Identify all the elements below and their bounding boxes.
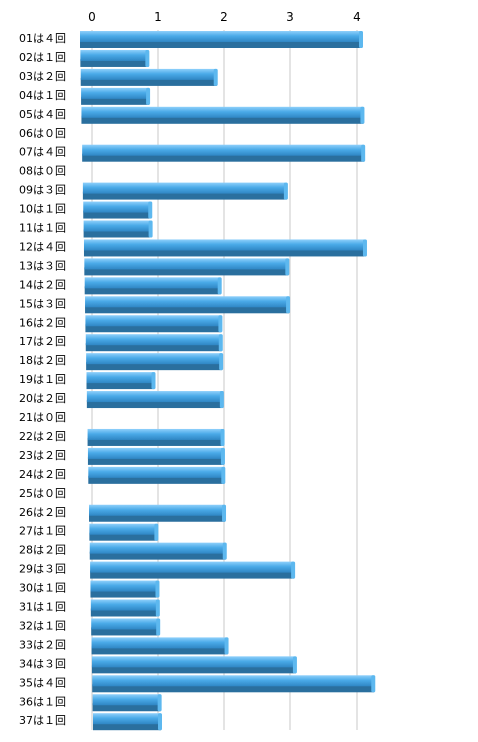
category-label: 24は２回	[19, 468, 66, 481]
bar	[90, 561, 296, 579]
bar	[81, 87, 151, 105]
bar	[89, 542, 227, 560]
bar	[85, 296, 291, 314]
category-label: 25は０回	[19, 487, 66, 500]
category-label: 21は０回	[19, 411, 66, 424]
category-label: 15は３回	[19, 297, 66, 310]
category-label: 11は１回	[19, 222, 66, 235]
bar	[83, 220, 153, 238]
category-label: 06は０回	[19, 127, 66, 140]
bar	[84, 277, 222, 295]
category-label: 07は４回	[19, 146, 66, 159]
bar	[87, 428, 225, 446]
bar	[85, 334, 223, 352]
category-label: 12は４回	[19, 240, 66, 253]
category-label: 23は２回	[19, 449, 66, 462]
category-label: 18は２回	[19, 354, 66, 367]
category-label: 29は３回	[19, 563, 66, 576]
bar	[84, 258, 290, 276]
category-label: 36は１回	[19, 695, 66, 708]
bar	[92, 675, 376, 693]
category-labels: 01は４回 02は１回 03は２回 04は１回 05は４回 06は０回 07は４回 08は０回…	[19, 32, 66, 727]
category-label: 02は１回	[19, 51, 66, 64]
category-label: 35は４回	[19, 676, 66, 689]
bar	[91, 656, 297, 674]
bar	[93, 713, 162, 731]
bar	[86, 353, 224, 371]
category-label: 04は１回	[19, 89, 66, 102]
category-label: 28は２回	[19, 544, 66, 557]
category-label: 01は４回	[19, 32, 66, 45]
category-label: 17は２回	[19, 335, 66, 348]
bar	[82, 182, 288, 200]
x-tick-label: 0	[88, 10, 96, 24]
bar	[90, 599, 160, 617]
category-label: 34は３回	[19, 657, 66, 670]
bar	[81, 106, 365, 124]
bar	[85, 315, 223, 333]
category-label: 14は２回	[19, 278, 66, 291]
bar	[88, 466, 226, 484]
bar	[80, 31, 363, 48]
category-label: 31は１回	[19, 601, 66, 614]
category-label: 03は２回	[19, 70, 66, 83]
x-tick-label: 2	[220, 10, 228, 24]
category-label: 05は４回	[19, 108, 66, 121]
bar	[86, 391, 224, 409]
category-label: 19は１回	[19, 373, 66, 386]
category-label: 20は２回	[19, 392, 66, 405]
x-axis-ticks: 0 1 2 3 4	[88, 10, 361, 24]
bar	[80, 49, 150, 67]
category-label: 10は１回	[19, 203, 66, 216]
category-label: 16は２回	[19, 316, 66, 329]
category-label: 33は２回	[19, 638, 66, 651]
x-tick-label: 1	[154, 10, 162, 24]
category-label: 13は３回	[19, 259, 66, 272]
category-label: 32は１回	[19, 619, 66, 632]
bar	[80, 68, 218, 86]
category-label: 27は１回	[19, 525, 66, 538]
bar	[83, 201, 153, 219]
bar	[89, 523, 159, 541]
bar	[92, 694, 162, 712]
bar	[91, 618, 161, 636]
bar	[87, 447, 225, 465]
bar	[83, 239, 367, 257]
bar	[91, 637, 229, 655]
x-tick-label: 3	[286, 10, 294, 24]
bar	[86, 372, 156, 390]
bar	[90, 580, 160, 598]
bar	[82, 144, 366, 162]
bars	[80, 31, 376, 731]
x-tick-label: 4	[353, 10, 361, 24]
category-label: 26は２回	[19, 506, 66, 519]
category-label: 30は１回	[19, 582, 66, 595]
category-label: 09は３回	[19, 184, 66, 197]
category-label: 22は２回	[19, 430, 66, 443]
bar	[89, 504, 227, 522]
category-label: 37は１回	[19, 714, 66, 727]
category-label: 08は０回	[19, 165, 66, 178]
